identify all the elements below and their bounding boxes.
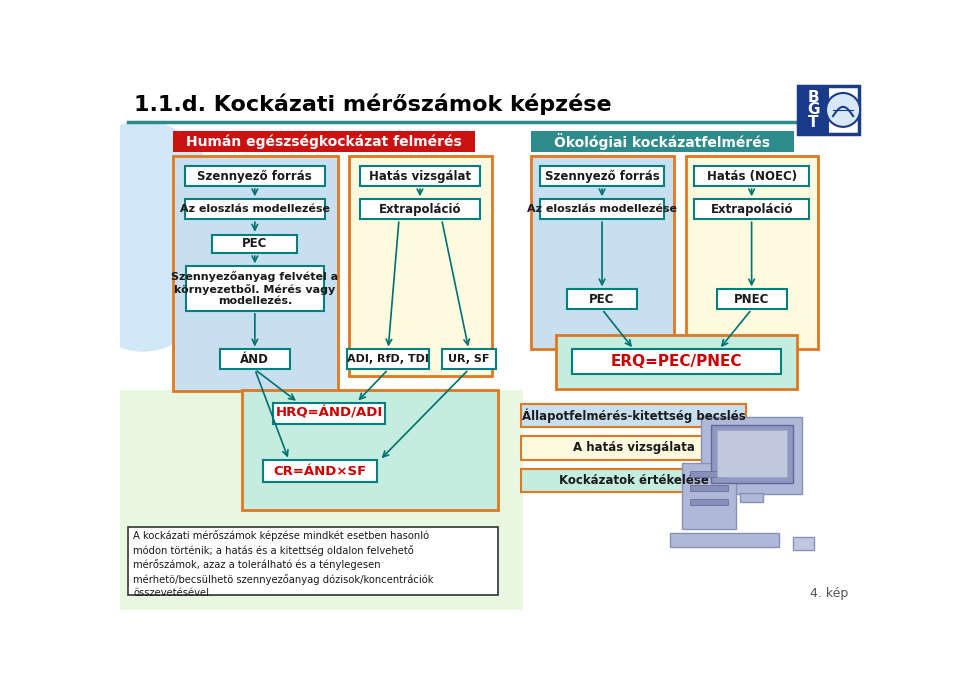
Text: T: T [808,115,819,129]
Text: Szennyezőanyag felvétel a
környezetből. Mérés vagy
modellezés.: Szennyezőanyag felvétel a környezetből. … [171,271,339,306]
Text: Ökológiai kockázatfelmérés: Ökológiai kockázatfelmérés [555,133,771,150]
Bar [793,536,814,550]
Bar [689,485,729,491]
Text: UR, SF: UR, SF [448,354,490,364]
Bar [531,156,674,349]
Bar [243,390,498,510]
Bar [185,166,324,186]
Text: CR=ÁND×SF: CR=ÁND×SF [274,464,367,477]
Bar [521,469,746,492]
Bar [540,199,664,219]
Bar [701,417,802,494]
Text: A kockázati mérőszámok képzése mindkét esetben hasonló
módon történik; a hatás é: A kockázati mérőszámok képzése mindkét e… [133,530,434,598]
Text: ÁND: ÁND [240,353,270,366]
Circle shape [826,93,860,127]
Bar [694,166,809,186]
Bar [220,349,290,369]
Bar [442,349,496,369]
Bar [263,460,377,482]
Bar [360,166,480,186]
Text: 1.1.d. Kockázati mérőszámok képzése: 1.1.d. Kockázati mérőszámok képzése [134,93,612,114]
Bar [540,166,664,186]
Text: 4. kép: 4. kép [810,586,849,599]
Bar [521,404,746,427]
Bar [556,335,798,388]
Bar [740,493,763,502]
Text: Hatás (NOEC): Hatás (NOEC) [707,170,797,183]
Text: A hatás vizsgálata: A hatás vizsgálata [573,441,695,454]
Text: PEC: PEC [242,238,268,251]
Bar [572,349,781,374]
Bar [685,156,818,349]
Text: Humán egészségkockázat felmérés: Humán egészségkockázat felmérés [186,134,462,149]
Bar [128,527,498,595]
Bar [717,430,786,477]
Bar [273,403,385,424]
Ellipse shape [58,121,228,351]
Text: Szennyező forrás: Szennyező forrás [198,170,312,183]
Bar [348,349,429,369]
Text: Állapotfelmérés-kitettség becslés: Állapotfelmérés-kitettség becslés [522,408,746,423]
Bar [682,463,736,529]
Bar [670,533,779,547]
Text: Kockázatok értékelése: Kockázatok értékelése [559,474,708,487]
Text: Az eloszlás modellezése: Az eloszlás modellezése [180,204,330,214]
Bar [717,289,786,310]
Text: HRQ=ÁND/ADI: HRQ=ÁND/ADI [276,407,383,420]
Bar [120,390,523,610]
Text: ADI, RfD, TDI: ADI, RfD, TDI [348,354,429,364]
Bar [212,235,298,253]
Text: Hatás vizsgálat: Hatás vizsgálat [369,170,471,183]
Bar [689,471,729,477]
Bar [173,131,475,152]
Bar [348,156,492,375]
Text: Extrapoláció: Extrapoláció [378,203,461,216]
Bar [689,499,729,505]
Text: Az eloszlás modellezése: Az eloszlás modellezése [527,204,677,214]
Bar [531,131,794,152]
Bar [186,266,324,311]
Text: B: B [807,90,820,105]
Text: Szennyező forrás: Szennyező forrás [544,170,660,183]
Bar [360,199,480,219]
Bar [173,156,338,391]
Text: ERQ=PEC/PNEC: ERQ=PEC/PNEC [611,354,742,369]
Text: PEC: PEC [589,293,614,306]
Bar [798,86,858,134]
Bar [710,425,793,483]
Bar [567,289,636,310]
Text: Extrapoláció: Extrapoláció [710,203,793,216]
Bar [521,436,746,460]
Bar [798,86,829,134]
Bar [185,199,324,219]
Bar [694,199,809,219]
Text: PNEC: PNEC [734,293,769,306]
Text: G: G [807,103,820,117]
